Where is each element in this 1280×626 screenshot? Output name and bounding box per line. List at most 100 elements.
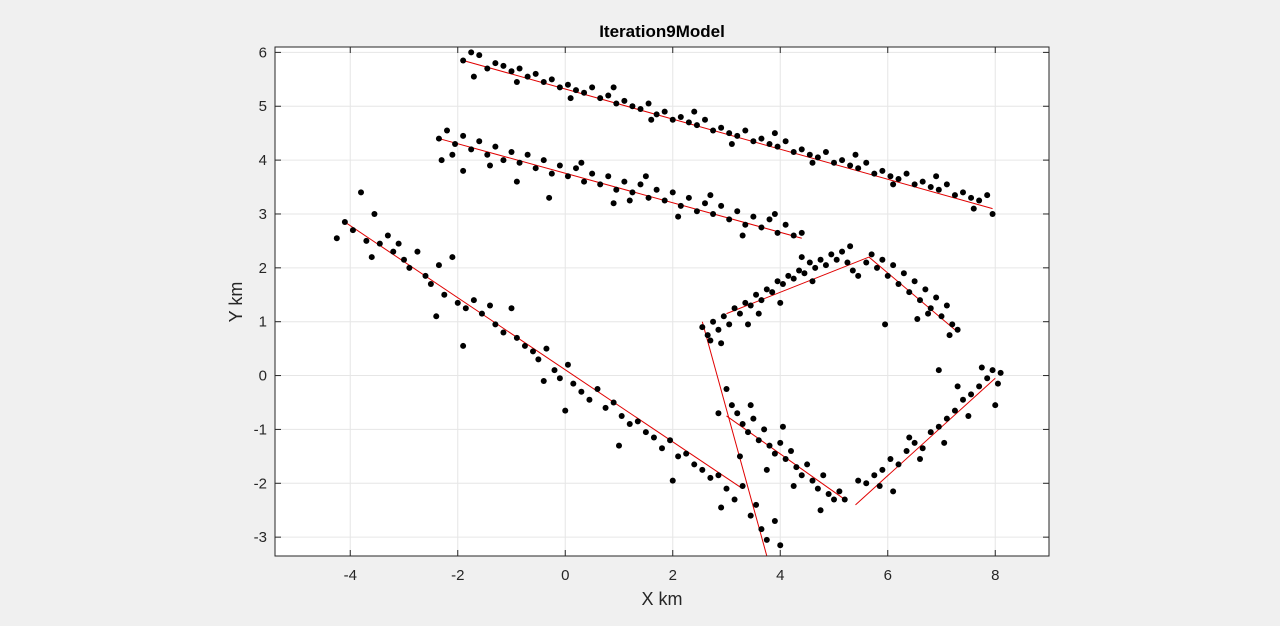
y-tick-label: 0: [259, 368, 267, 385]
data-point: [753, 291, 760, 298]
data-point: [954, 383, 961, 390]
data-point: [476, 52, 483, 59]
data-point: [659, 445, 665, 452]
data-point: [567, 95, 574, 102]
data-point: [702, 116, 708, 123]
data-point: [677, 202, 684, 209]
data-point: [771, 130, 778, 137]
data-point: [414, 248, 421, 255]
data-point: [699, 466, 706, 473]
data-point: [949, 321, 956, 328]
data-point: [731, 305, 738, 312]
data-point: [970, 205, 977, 212]
data-point: [855, 165, 862, 172]
data-point: [532, 165, 539, 172]
data-point: [728, 140, 735, 147]
data-point: [723, 386, 730, 393]
data-point: [943, 415, 950, 422]
data-point: [863, 159, 870, 166]
data-point: [852, 151, 859, 158]
y-axis-label: Y km: [226, 282, 246, 323]
y-tick-label: 6: [259, 44, 267, 61]
data-point: [745, 429, 751, 436]
data-point: [911, 439, 918, 446]
data-point: [879, 256, 886, 263]
data-point: [806, 151, 813, 158]
data-point: [839, 248, 846, 255]
data-point: [710, 318, 717, 325]
data-point: [766, 216, 773, 223]
data-point: [548, 170, 555, 177]
data-point: [925, 310, 932, 317]
data-point: [535, 356, 542, 363]
data-point: [685, 119, 692, 126]
data-point: [863, 480, 870, 487]
data-point: [562, 407, 569, 414]
data-point: [804, 461, 811, 468]
data-point: [589, 170, 596, 177]
data-point: [516, 159, 523, 166]
data-point: [895, 461, 902, 468]
data-point: [790, 482, 797, 489]
data-point: [570, 380, 577, 387]
data-point: [602, 404, 609, 411]
data-point: [718, 504, 725, 511]
data-point: [745, 321, 751, 328]
data-point: [814, 154, 821, 161]
data-point: [645, 100, 652, 107]
data-point: [992, 402, 999, 409]
data-point: [462, 305, 469, 312]
data-point: [868, 251, 875, 258]
data-point: [809, 159, 816, 166]
data-point: [487, 162, 493, 169]
data-point: [742, 127, 749, 134]
data-point: [597, 181, 604, 188]
data-point: [546, 194, 553, 201]
data-point: [903, 170, 910, 177]
data-point: [521, 342, 528, 349]
data-point: [822, 262, 829, 269]
data-point: [960, 189, 966, 196]
data-point: [718, 340, 725, 347]
data-point: [478, 310, 485, 317]
data-point: [710, 210, 717, 217]
data-point: [441, 291, 448, 298]
data-point: [435, 262, 442, 269]
data-point: [683, 450, 690, 457]
data-point: [548, 76, 555, 83]
y-tick-label: 2: [259, 260, 267, 277]
data-point: [771, 450, 778, 457]
data-point: [777, 542, 784, 549]
data-point: [798, 229, 805, 236]
data-point: [941, 439, 948, 446]
data-point: [739, 482, 746, 489]
y-tick-label: 3: [259, 206, 267, 223]
y-tick-label: 4: [259, 152, 267, 169]
data-point: [890, 262, 897, 269]
data-point: [997, 369, 1004, 376]
data-point: [788, 447, 794, 454]
data-point: [798, 472, 805, 479]
data-point: [790, 149, 797, 156]
data-point: [882, 321, 889, 328]
y-tick-label: -2: [254, 475, 267, 492]
data-point: [917, 456, 923, 463]
data-point: [989, 210, 996, 217]
data-point: [492, 60, 499, 67]
data-point: [637, 105, 644, 112]
data-point: [782, 138, 789, 145]
data-point: [785, 272, 792, 279]
data-point: [728, 402, 735, 409]
data-point: [906, 434, 913, 441]
data-point: [605, 173, 612, 180]
x-axis-label: X km: [641, 589, 682, 609]
data-point: [675, 453, 682, 460]
data-point: [774, 143, 781, 150]
ticks: -4 -2 0 2 4 6 8 -3 -2 -1 0 1 2 3 4 5 6: [254, 44, 1049, 584]
data-point: [492, 143, 499, 150]
data-point: [500, 329, 507, 336]
data-point: [831, 159, 837, 166]
data-point: [943, 302, 950, 309]
data-point: [508, 305, 515, 312]
data-point: [801, 270, 808, 277]
